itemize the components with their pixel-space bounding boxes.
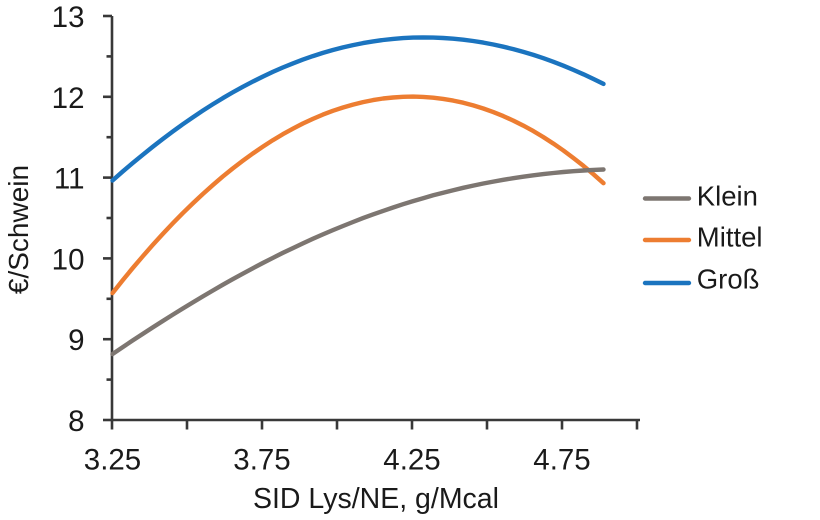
svg-text:12: 12 bbox=[52, 82, 85, 115]
svg-text:9: 9 bbox=[68, 324, 84, 357]
svg-text:13: 13 bbox=[52, 1, 85, 34]
svg-text:10: 10 bbox=[52, 243, 85, 276]
svg-text:4.75: 4.75 bbox=[533, 444, 590, 477]
svg-text:Klein: Klein bbox=[697, 181, 758, 212]
svg-text:€/Schwein: €/Schwein bbox=[3, 165, 34, 294]
svg-text:Groß: Groß bbox=[697, 264, 760, 295]
svg-text:3.25: 3.25 bbox=[84, 444, 141, 477]
svg-text:11: 11 bbox=[54, 163, 85, 196]
svg-text:SID Lys/NE, g/Mcal: SID Lys/NE, g/Mcal bbox=[253, 483, 499, 515]
svg-text:8: 8 bbox=[68, 405, 84, 438]
svg-text:Mittel: Mittel bbox=[697, 222, 763, 253]
svg-text:4.25: 4.25 bbox=[383, 444, 440, 477]
svg-text:3.75: 3.75 bbox=[233, 444, 290, 477]
